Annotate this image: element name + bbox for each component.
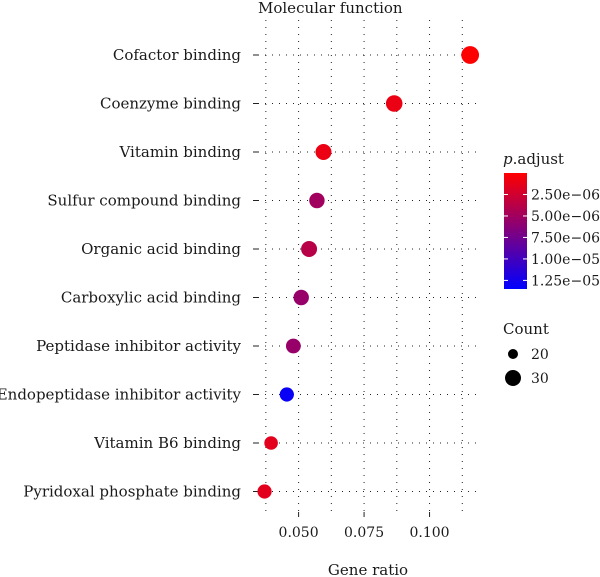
color-legend-gradient-bar	[504, 173, 527, 289]
y-category-label: Pyridoxal phosphate binding	[23, 483, 241, 501]
x-tick-label: 0.075	[344, 525, 384, 541]
data-point	[279, 387, 294, 402]
y-category-label: Organic acid binding	[81, 240, 241, 258]
x-axis-tick-labels: 0.050 0.075 0.100	[279, 525, 450, 541]
color-legend-label: 1.00e−05	[531, 252, 600, 268]
y-category-label: Endopeptidase inhibitor activity	[0, 386, 242, 404]
x-tick-label: 0.100	[410, 525, 450, 541]
size-legend-dot	[505, 370, 521, 386]
color-legend-title-rest: .adjust	[513, 150, 564, 168]
y-category-label: Peptidase inhibitor activity	[36, 337, 241, 355]
color-legend-title-italic: p	[503, 150, 513, 168]
y-category-label: Coenzyme binding	[100, 95, 241, 113]
color-legend-ticks: 2.50e−06 5.00e−06 7.50e−06 1.00e−05 1.25e−05	[504, 187, 600, 289]
size-legend-label: 30	[531, 371, 549, 387]
color-legend-title: p.adjust	[503, 150, 564, 168]
chart-title: Molecular function	[258, 0, 403, 17]
color-legend: p.adjust 2.50e−06 5.00e−06 7.50e−06 1.00e−0…	[503, 150, 600, 289]
y-category-label: Cofactor binding	[113, 46, 242, 64]
data-point	[293, 289, 309, 306]
plot-panel	[253, 20, 480, 517]
y-category-label: Vitamin binding	[118, 143, 241, 161]
y-axis-ticks	[253, 54, 258, 492]
data-point	[257, 484, 272, 499]
color-legend-label: 2.50e−06	[531, 187, 600, 203]
y-category-label: Vitamin B6 binding	[93, 434, 241, 452]
y-category-label: Sulfur compound binding	[47, 192, 241, 210]
size-legend-dot	[508, 349, 518, 359]
color-legend-label: 5.00e−06	[531, 209, 600, 225]
data-point	[315, 144, 332, 160]
data-point	[285, 338, 301, 354]
data-points	[257, 46, 480, 499]
x-axis-ticks	[298, 512, 431, 517]
data-point	[309, 192, 325, 209]
y-category-label: Carboxylic acid binding	[61, 289, 242, 307]
data-point	[461, 46, 480, 64]
x-tick-label: 0.050	[279, 525, 319, 541]
size-legend-label: 20	[531, 347, 549, 363]
data-point	[264, 436, 278, 450]
color-legend-label: 1.25e−05	[531, 273, 600, 289]
data-point	[301, 241, 318, 257]
data-point	[385, 95, 403, 112]
y-axis-category-labels: Cofactor binding Coenzyme binding Vitamin …	[0, 46, 242, 501]
size-legend-title: Count	[503, 320, 549, 338]
x-axis-title: Gene ratio	[328, 561, 408, 577]
grid-lines	[258, 20, 478, 512]
color-legend-label: 7.50e−06	[531, 230, 600, 246]
